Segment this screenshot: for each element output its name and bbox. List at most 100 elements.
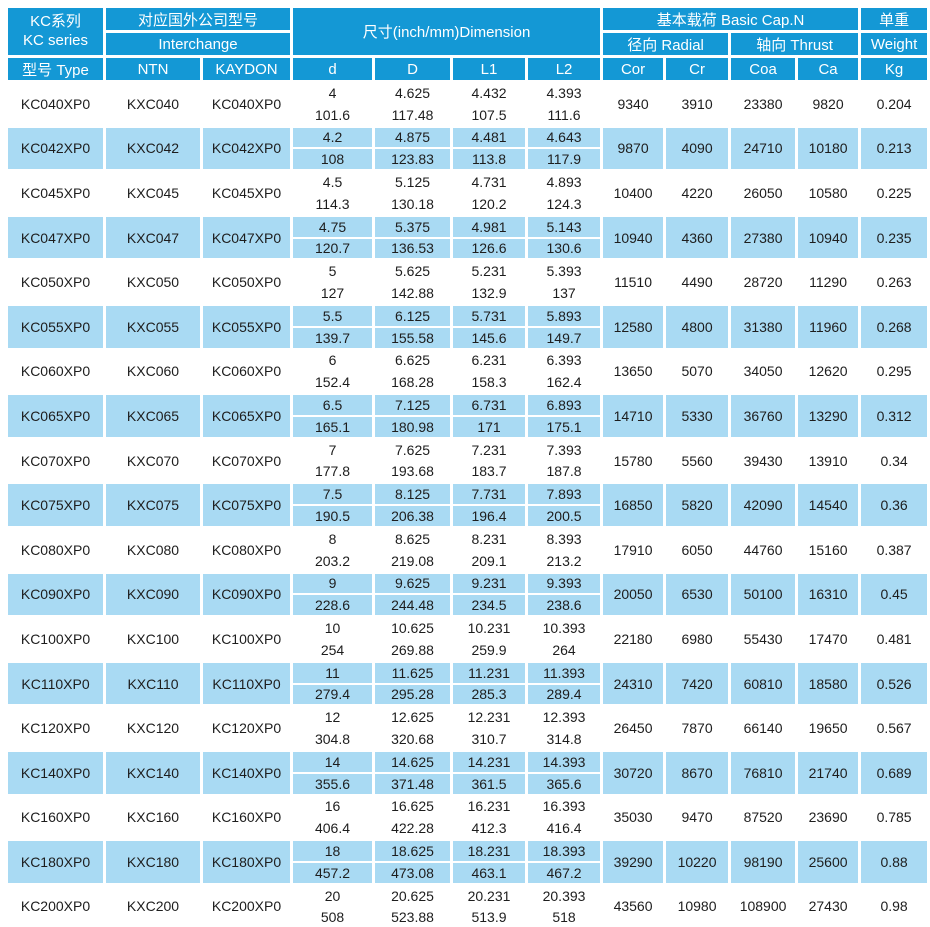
cell-model-type: KC047XP0: [5, 213, 106, 262]
cell-l2-mm: 149.7: [525, 325, 604, 351]
cell-d-mm: 228.6: [290, 593, 376, 619]
cell-l1-mm: 259.9: [450, 637, 529, 663]
cell-l1-mm: 120.2: [450, 191, 529, 217]
cell-ca: 12620: [795, 347, 862, 396]
cell-ca: 11960: [795, 302, 862, 351]
cell-d-inch: 7.5: [290, 481, 376, 507]
cell-kg: 0.312: [858, 392, 930, 440]
table-row: KC100XP0 KXC100 KC100XP0 10 10.625 10.231 10.3…: [5, 615, 930, 663]
cell-cor: 39290: [600, 838, 667, 886]
cell-kg: 0.235: [858, 213, 930, 262]
cell-d-mm: 269.88: [372, 637, 454, 663]
cell-d-mm: 108: [290, 147, 376, 173]
cell-ntn: KXC200: [103, 882, 203, 927]
column-header-D: D: [372, 55, 454, 83]
cell-l2-inch: 18.393: [525, 838, 604, 863]
cell-d-mm: 206.38: [372, 504, 454, 529]
cell-d-inch: 8: [290, 525, 376, 551]
cell-ntn: KXC045: [103, 169, 203, 217]
cell-cor: 10400: [600, 169, 667, 217]
table-row: KC090XP0 KXC090 KC090XP0 9 9.625 9.231 9.393 20…: [5, 570, 930, 619]
cell-coa: 50100: [728, 570, 799, 619]
cell-d-inch: 7: [290, 436, 376, 462]
cell-cor: 11510: [600, 258, 667, 306]
cell-d-inch: 4: [290, 79, 376, 105]
header-basic-cap: 基本载荷 Basic Cap.N: [600, 5, 862, 33]
cell-l1-mm: 285.3: [450, 682, 529, 708]
cell-ntn: KXC060: [103, 347, 203, 396]
cell-coa: 39430: [728, 436, 799, 485]
table-row: 279.4 295.28 285.3 289.4: [7, 682, 929, 708]
cell-kg: 0.567: [858, 704, 930, 752]
cell-ntn: KXC040: [103, 80, 203, 128]
cell-ntn: KXC065: [103, 392, 203, 440]
cell-d-mm: 180.98: [372, 414, 454, 440]
cell-l2-mm: 289.4: [525, 682, 604, 708]
column-header-ntn: NTN: [103, 55, 203, 83]
cell-d-mm: 139.7: [290, 325, 376, 351]
cell-coa: 60810: [728, 659, 799, 708]
cell-l1-inch: 4.981: [450, 213, 529, 239]
cell-d-mm: 117.48: [372, 102, 454, 128]
cell-kaydon: KC120XP0: [199, 704, 294, 752]
cell-d-inch: 10.625: [372, 615, 454, 640]
table-row: KC042XP0 KXC042 KC042XP0 4.2 4.875 4.481 4.643…: [5, 124, 930, 173]
cell-coa: 66140: [728, 704, 799, 752]
cell-ntn: KXC055: [103, 302, 203, 351]
cell-cor: 16850: [600, 481, 667, 529]
column-header-coa: Coa: [728, 55, 799, 83]
cell-kaydon: KC140XP0: [199, 748, 294, 797]
cell-kg: 0.36: [858, 481, 930, 529]
cell-l1-mm: 209.1: [450, 548, 529, 574]
cell-d-inch: 5.625: [372, 258, 454, 284]
cell-l1-mm: 158.3: [450, 370, 529, 396]
cell-coa: 31380: [728, 302, 799, 351]
cell-d-inch: 20: [290, 882, 376, 908]
column-header-type: 型号 Type: [5, 55, 106, 83]
column-header-cr: Cr: [663, 55, 732, 83]
cell-ntn: KXC120: [103, 704, 203, 752]
cell-cr: 7870: [663, 704, 732, 752]
cell-kaydon: KC050XP0: [199, 258, 294, 306]
cell-ca: 15160: [795, 525, 862, 574]
cell-coa: 76810: [728, 748, 799, 797]
cell-l2-inch: 7.893: [525, 481, 604, 507]
cell-d-mm: 101.6: [290, 102, 376, 128]
cell-kaydon: KC060XP0: [199, 347, 294, 396]
table-row: KC120XP0 KXC120 KC120XP0 12 12.625 12.231 12.3…: [5, 704, 930, 752]
cell-model-type: KC120XP0: [5, 704, 106, 752]
table-row: 355.6 371.48 361.5 365.6: [7, 771, 929, 797]
cell-d-inch: 14.625: [372, 748, 454, 774]
cell-model-type: KC110XP0: [5, 659, 106, 708]
cell-ntn: KXC047: [103, 213, 203, 262]
table-row: KC110XP0 KXC110 KC110XP0 11 11.625 11.231 11.3…: [5, 659, 930, 708]
table-row: KC070XP0 KXC070 KC070XP0 7 7.625 7.231 7.393 15…: [5, 436, 930, 485]
cell-kg: 0.295: [858, 347, 930, 396]
cell-cr: 6980: [663, 615, 732, 663]
cell-kaydon: KC100XP0: [199, 615, 294, 663]
cell-d-inch: 14: [290, 748, 376, 774]
cell-l1-mm: 145.6: [450, 325, 529, 351]
cell-ca: 25600: [795, 838, 862, 886]
cell-l2-inch: 5.143: [525, 213, 604, 239]
cell-cor: 30720: [600, 748, 667, 797]
cell-l1-mm: 513.9: [450, 905, 529, 927]
cell-d-mm: 123.83: [372, 147, 454, 173]
cell-l2-inch: 4.893: [525, 169, 604, 194]
table-row: 101.6 117.48 107.5 111.6: [7, 102, 929, 128]
cell-d-mm: 219.08: [372, 548, 454, 574]
cell-l2-mm: 365.6: [525, 771, 604, 797]
table-row: KC140XP0 KXC140 KC140XP0 14 14.625 14.231 14.3…: [5, 748, 930, 797]
cell-d-mm: 152.4: [290, 370, 376, 396]
cell-ntn: KXC075: [103, 481, 203, 529]
cell-l1-inch: 6.731: [450, 392, 529, 417]
cell-d-inch: 9: [290, 570, 376, 596]
cell-model-type: KC042XP0: [5, 124, 106, 173]
table-row: 177.8 193.68 183.7 187.8: [7, 459, 929, 485]
cell-d-mm: 406.4: [290, 816, 376, 842]
cell-kaydon: KC200XP0: [199, 882, 294, 927]
table-row: KC047XP0 KXC047 KC047XP0 4.75 5.375 4.981 5.14…: [5, 213, 930, 262]
column-header-ca: Ca: [795, 55, 862, 83]
cell-d-inch: 11: [290, 659, 376, 685]
cell-d-inch: 11.625: [372, 659, 454, 685]
